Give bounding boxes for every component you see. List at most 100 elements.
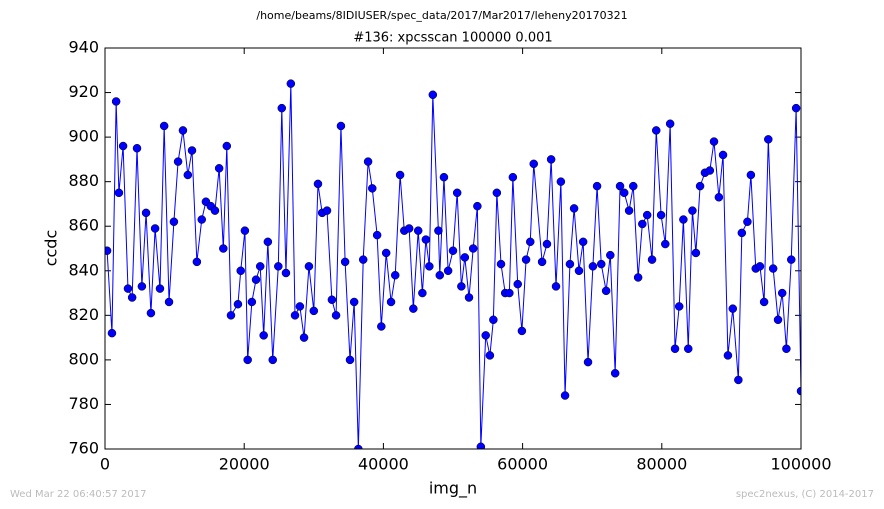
- data-point: [345, 355, 355, 365]
- data-point: [551, 282, 561, 291]
- data-point: [159, 121, 169, 131]
- data-point: [274, 262, 283, 271]
- y-tick-label: 820: [68, 305, 99, 324]
- x-tick-label: 0: [100, 455, 110, 474]
- data-point: [615, 181, 625, 191]
- data-point: [728, 304, 738, 313]
- data-point: [796, 386, 801, 396]
- x-tick-label: 60000: [497, 455, 548, 474]
- data-point: [596, 259, 606, 269]
- data-point: [137, 282, 147, 291]
- data-point: [578, 237, 588, 247]
- x-axis-label: img_n: [429, 479, 477, 499]
- data-point: [606, 250, 615, 260]
- data-point: [290, 311, 300, 320]
- data-point: [773, 315, 783, 325]
- data-point: [457, 282, 466, 291]
- y-axis-label: ccdc: [42, 230, 61, 267]
- data-point: [723, 351, 733, 360]
- data-point: [546, 155, 556, 164]
- data-point: [583, 357, 593, 367]
- axes-frame: [104, 47, 802, 450]
- x-tick-label: 40000: [358, 455, 409, 474]
- data-point: [210, 206, 220, 215]
- data-point: [464, 293, 474, 302]
- data-point: [107, 328, 117, 338]
- data-point: [529, 159, 538, 169]
- data-point: [642, 210, 652, 220]
- y-tick-label: 940: [68, 38, 99, 57]
- data-point: [259, 331, 268, 340]
- data-point: [127, 293, 137, 302]
- data-point: [439, 172, 449, 182]
- data-point: [313, 179, 323, 189]
- data-point: [508, 172, 518, 182]
- y-tick-label: 900: [68, 127, 99, 146]
- data-point: [638, 219, 647, 229]
- data-point: [187, 146, 197, 155]
- data-point: [448, 246, 458, 255]
- x-tick-label: 80000: [636, 455, 687, 474]
- data-point: [505, 288, 514, 298]
- data-point: [665, 119, 675, 128]
- data-point: [759, 297, 769, 307]
- data-point: [705, 166, 715, 175]
- data-point: [737, 228, 747, 238]
- data-point: [791, 103, 801, 113]
- data-point: [768, 264, 778, 273]
- data-point: [263, 237, 273, 247]
- data-point: [304, 262, 314, 271]
- data-point: [247, 297, 257, 307]
- data-point: [476, 442, 486, 449]
- data-point: [169, 217, 179, 227]
- data-point: [683, 344, 693, 353]
- data-point: [782, 344, 791, 353]
- data-point: [372, 230, 382, 240]
- data-point: [560, 391, 570, 400]
- data-point: [592, 181, 602, 191]
- data-point: [743, 217, 752, 227]
- data-point: [473, 201, 482, 211]
- data-point: [556, 177, 566, 186]
- y-tick-label: 780: [68, 394, 99, 413]
- data-point: [155, 284, 165, 293]
- data-point: [679, 215, 688, 224]
- chart-title: #136: xpcsscan 100000 0.001: [353, 31, 552, 46]
- data-point: [485, 351, 495, 360]
- data-point: [295, 302, 305, 311]
- data-point: [268, 355, 277, 365]
- data-point: [173, 157, 183, 166]
- data-point: [695, 181, 705, 191]
- data-point: [434, 226, 443, 235]
- data-point: [656, 210, 666, 220]
- data-point: [452, 188, 462, 198]
- data-point: [624, 206, 634, 215]
- data-point: [141, 208, 151, 218]
- footer-right: spec2nexus, (C) 2014-2017: [736, 489, 874, 500]
- data-point: [354, 444, 363, 449]
- plot-area: [105, 79, 801, 449]
- data-point: [381, 248, 391, 258]
- y-tick-label: 860: [68, 216, 99, 235]
- data-point: [240, 226, 250, 235]
- data-point: [601, 286, 611, 296]
- data-point: [647, 255, 657, 264]
- data-point: [178, 126, 188, 135]
- data-point: [192, 257, 202, 267]
- data-point: [281, 268, 291, 278]
- series-line: [106, 83, 801, 449]
- data-point: [336, 121, 346, 131]
- data-point: [363, 157, 373, 166]
- data-point: [386, 297, 396, 307]
- data-point: [236, 266, 245, 276]
- footer-left: Wed Mar 22 06:40:57 2017: [10, 489, 146, 500]
- data-point: [164, 297, 174, 307]
- data-point: [714, 193, 724, 202]
- data-point: [251, 275, 261, 284]
- y-tick-label: 760: [68, 439, 99, 458]
- data-point: [670, 344, 680, 353]
- data-point: [368, 184, 377, 193]
- data-point: [377, 322, 386, 331]
- data-point: [629, 181, 638, 191]
